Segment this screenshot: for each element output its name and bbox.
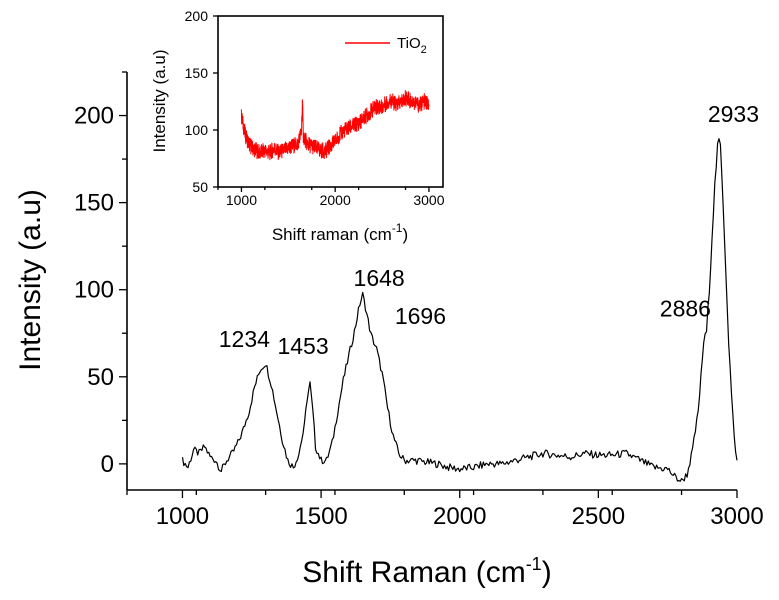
inset-x-axis-label-sup: -1	[392, 221, 403, 235]
inset-legend-text: TiO	[397, 35, 421, 52]
inset-x-axis-label-text: Shift raman (cm	[272, 225, 392, 244]
inset-y-tick-label: 50	[192, 179, 208, 195]
peak-label-2886: 2886	[660, 296, 711, 322]
inset-y-tick-label: 200	[185, 8, 209, 24]
inset-ticks: 1000 2000 3000 50 100 150 200	[185, 8, 445, 208]
main-x-tick-label: 3000	[710, 503, 763, 530]
inset-x-tick-label: 3000	[413, 192, 444, 208]
peak-label-1453: 1453	[277, 333, 328, 359]
inset-x-axis-label: Shift raman (cm-1)	[272, 221, 408, 244]
inset-x-axis-label-end: )	[402, 225, 408, 244]
main-y-tick-label: 50	[87, 364, 114, 391]
main-plot: 1000 1500 2000 2500 3000 0 50 100 150 200 1234 145…	[14, 71, 764, 589]
peak-label-2933: 2933	[708, 101, 759, 127]
main-y-axis-label: Intensity (a.u)	[14, 189, 47, 371]
main-x-axis-label: Shift Raman (cm-1)	[302, 554, 551, 589]
peak-label-1696: 1696	[395, 303, 446, 329]
peak-label-1234: 1234	[219, 326, 270, 352]
inset-y-tick-label: 100	[185, 122, 209, 138]
inset-x-tick-label: 2000	[320, 192, 351, 208]
main-x-axis-label-end: )	[542, 556, 552, 589]
main-y-tick-label: 100	[74, 277, 114, 304]
peak-label-1648: 1648	[354, 265, 405, 291]
main-peak-labels: 1234 1453 1648 1696 2886 2933	[219, 101, 759, 359]
main-y-tick-label: 200	[74, 103, 114, 130]
inset-spectrum-line	[240, 89, 430, 161]
inset-legend-sub: 2	[421, 44, 427, 56]
main-x-axis-label-sup: -1	[526, 554, 542, 574]
main-x-tick-label: 2000	[433, 503, 486, 530]
inset-x-tick-label: 1000	[226, 192, 257, 208]
inset-legend-label: TiO2	[397, 35, 427, 56]
inset-frame	[217, 15, 444, 188]
inset-y-tick-label: 150	[185, 65, 209, 81]
main-spectrum-line	[181, 138, 738, 482]
main-y-tick-label: 0	[101, 451, 114, 478]
inset-plot: 1000 2000 3000 50 100 150 200 TiO2 Intensity (…	[150, 8, 445, 244]
main-ticks: 1000 1500 2000 2500 3000 0 50 100 150 200	[74, 71, 764, 530]
main-x-tick-label: 1000	[156, 503, 209, 530]
main-x-tick-label: 2500	[572, 503, 625, 530]
inset-y-axis-label: Intensity (a.u)	[150, 50, 169, 153]
main-y-tick-label: 150	[74, 190, 114, 217]
main-x-tick-label: 1500	[294, 503, 347, 530]
main-x-axis-label-text: Shift Raman (cm	[302, 556, 525, 589]
